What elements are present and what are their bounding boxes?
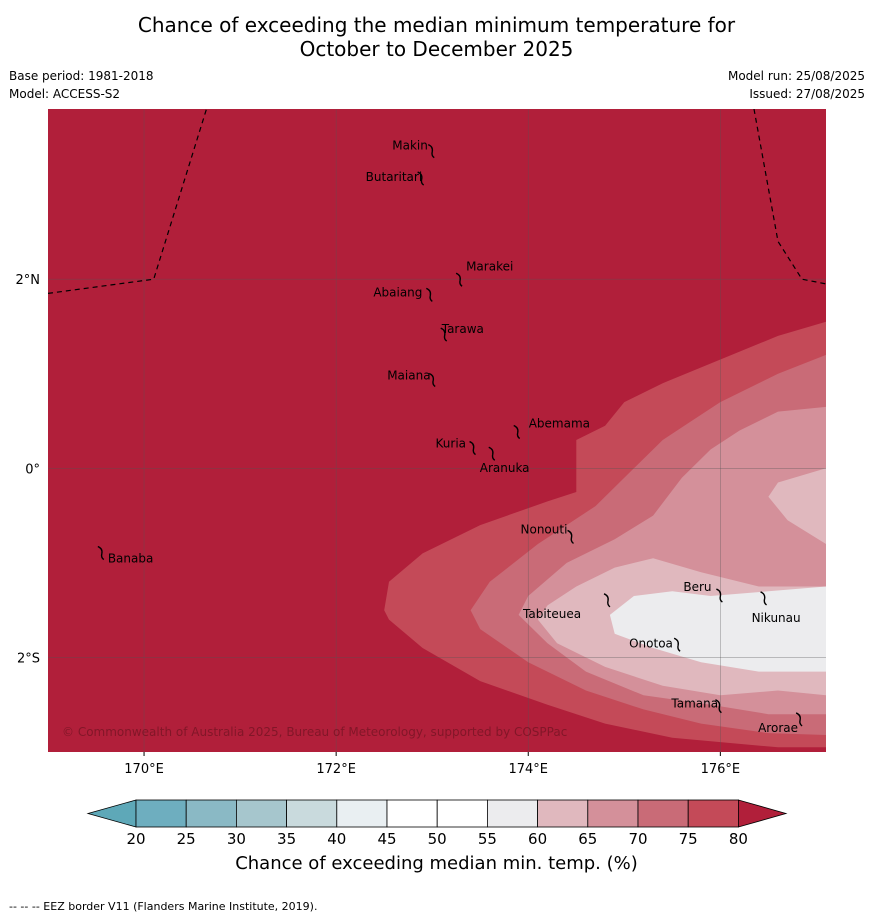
- base-period: Base period: 1981-2018: [9, 69, 154, 83]
- eez-footnote: -- -- -- EEZ border V11 (Flanders Marine…: [9, 900, 318, 913]
- colorbar-tick-30: 30: [227, 830, 246, 848]
- island-label-kuria: Kuria: [436, 437, 467, 451]
- colorbar-tick-35: 35: [277, 830, 296, 848]
- colorbar-tick-70: 70: [628, 830, 647, 848]
- colorbar-extend-low: [86, 799, 137, 828]
- island-shape-kuria: [469, 440, 476, 456]
- island-label-tabiteuea: Tabiteuea: [522, 607, 581, 621]
- island-label-makin: Makin: [392, 139, 428, 153]
- island-shape-abaiang: [426, 287, 433, 302]
- colorbar-tick-25: 25: [177, 830, 196, 848]
- colorbar-segment-60: [537, 799, 589, 828]
- island-shape-tarawa: [440, 327, 448, 342]
- island-label-onotoa: Onotoa: [629, 636, 673, 650]
- island-label-nonouti: Nonouti: [521, 522, 568, 536]
- eez-borders: [48, 109, 826, 294]
- colorbar-tick-65: 65: [578, 830, 597, 848]
- lat-tick-label-2: 2°N: [16, 273, 41, 288]
- axis-ticks: 170°E 172°E 174°E 176°E 2°N 0° 2°S: [16, 273, 741, 777]
- colorbar-segment-35: [286, 799, 338, 828]
- colorbar-segment-30: [235, 799, 287, 828]
- island-shape-onotoa: [673, 637, 681, 652]
- island-shape-maiana: [428, 372, 436, 388]
- lon-tick-label-172: 172°E: [316, 762, 356, 777]
- island-label-maiana: Maiana: [387, 368, 430, 382]
- lat-tick-label-0: 0°: [25, 462, 40, 477]
- island-label-tamana: Tamana: [670, 697, 718, 711]
- map-title-line-2: October to December 2025: [299, 37, 574, 61]
- island-shape-tamana: [715, 699, 722, 714]
- copyright-notice: © Commonwealth of Australia 2025, Bureau…: [62, 725, 567, 739]
- colorbar-segment-70: [637, 799, 689, 828]
- island-label-beru: Beru: [683, 580, 711, 594]
- island-shape-arorae: [795, 712, 803, 727]
- island-shape-tabiteuea: [603, 593, 611, 608]
- island-label-aranuka: Aranuka: [480, 461, 530, 475]
- colorbar: 20 25 30 35 40 45 50 55 60 65 70 75 80: [86, 799, 788, 848]
- colorbar-segment-45: [386, 799, 438, 828]
- colorbar-tick-75: 75: [679, 830, 698, 848]
- island-label-banaba: Banaba: [108, 552, 154, 566]
- island-label-marakei: Marakei: [466, 259, 513, 273]
- island-label-butaritari: Butaritari: [366, 170, 423, 184]
- island-shape-abemama: [513, 424, 521, 440]
- colorbar-segment-40: [336, 799, 388, 828]
- colorbar-tick-45: 45: [377, 830, 396, 848]
- colorbar-segment-75: [687, 799, 739, 828]
- island-label-abemama: Abemama: [529, 417, 590, 431]
- lon-tick-label-170: 170°E: [124, 762, 164, 777]
- colorbar-tick-60: 60: [528, 830, 547, 848]
- island-shape-nonouti: [567, 529, 574, 545]
- colorbar-tick-40: 40: [327, 830, 346, 848]
- map-title-line-1: Chance of exceeding the median minimum t…: [137, 13, 736, 37]
- colorbar-segment-20: [135, 799, 187, 828]
- colorbar-segment-25: [185, 799, 237, 828]
- colorbar-segment-50: [436, 799, 488, 828]
- issued-date: Issued: 27/08/2025: [749, 87, 865, 101]
- lon-tick-label-176: 176°E: [701, 762, 741, 777]
- colorbar-tick-20: 20: [126, 830, 145, 848]
- lat-tick-label-m2: 2°S: [17, 651, 40, 666]
- lon-tick-label-174: 174°E: [508, 762, 548, 777]
- model-name: Model: ACCESS-S2: [9, 87, 121, 101]
- island-label-arorae: Arorae: [758, 721, 798, 735]
- colorbar-segment-55: [486, 799, 538, 828]
- island-shape-banaba: [97, 545, 105, 561]
- island-label-nikunau: Nikunau: [752, 611, 801, 625]
- islands: Makin Butaritari Marakei Abaiang Tarawa Maian…: [97, 139, 803, 735]
- colorbar-tick-80: 80: [729, 830, 748, 848]
- eez-line-2: [753, 109, 826, 285]
- band-55: [609, 586, 826, 672]
- graticule: [48, 109, 826, 752]
- colorbar-extend-high: [738, 799, 788, 828]
- island-shape-marakei: [455, 272, 463, 287]
- colorbar-tick-50: 50: [428, 830, 447, 848]
- island-shape-butaritari: [417, 171, 425, 186]
- map-plot-area: Makin Butaritari Marakei Abaiang Tarawa Maian…: [48, 109, 826, 752]
- colorbar-tick-55: 55: [478, 830, 497, 848]
- probability-bands: [384, 321, 826, 752]
- colorbar-label: Chance of exceeding median min. temp. (%…: [235, 853, 638, 874]
- island-label-tarawa: Tarawa: [441, 322, 484, 336]
- island-shape-aranuka: [488, 446, 496, 461]
- model-run: Model run: 25/08/2025: [727, 69, 865, 83]
- island-shape-beru: [716, 588, 723, 603]
- eez-line-1: [48, 109, 208, 294]
- island-shape-makin: [427, 144, 435, 159]
- island-label-abaiang: Abaiang: [373, 285, 422, 299]
- colorbar-segment-65: [587, 799, 639, 828]
- island-shape-nikunau: [760, 591, 767, 606]
